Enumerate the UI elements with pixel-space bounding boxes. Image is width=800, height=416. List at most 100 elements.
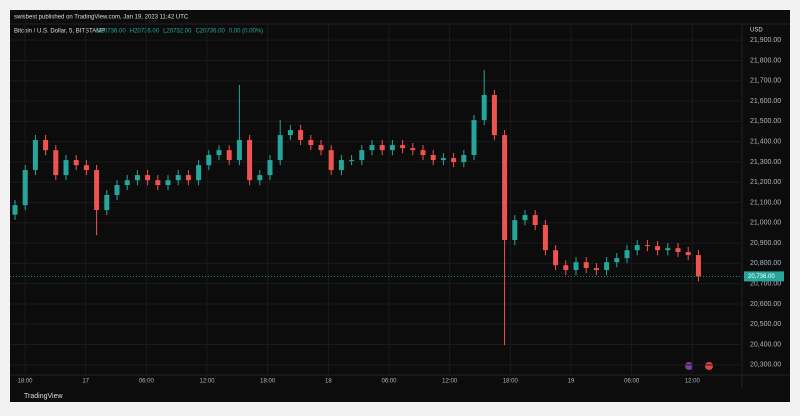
candle-body — [236, 139, 242, 161]
last-price-box — [744, 271, 784, 282]
x-tick-label: 18:00 — [260, 379, 276, 385]
candle-body — [196, 165, 202, 181]
candle-body — [400, 145, 406, 149]
y-tick-label: 21,800.00 — [750, 57, 781, 64]
candle-body — [634, 245, 640, 251]
footer: TradingView — [24, 393, 63, 400]
y-tick-label: 21,300.00 — [750, 159, 781, 166]
y-tick-label: 20,600.00 — [750, 301, 781, 308]
candle-body — [665, 248, 671, 251]
candle-body — [226, 150, 232, 161]
x-tick-label: 19 — [568, 379, 575, 385]
legend-value: 0.00 (0.00%) — [229, 29, 263, 35]
y-tick-label: 20,900.00 — [750, 240, 781, 247]
candle-body — [369, 145, 375, 151]
candle-body — [308, 139, 314, 146]
candle-body — [328, 150, 334, 171]
candle-body — [53, 150, 59, 176]
x-tick-label: 06:00 — [139, 379, 155, 385]
candle-body — [145, 175, 151, 181]
x-tick-label: 18:00 — [17, 379, 33, 385]
y-tick-label: 21,600.00 — [750, 98, 781, 105]
candle-body — [512, 220, 518, 241]
icon[interactable] — [705, 362, 713, 370]
y-tick-label: 21,100.00 — [750, 199, 781, 206]
candle-body — [624, 250, 630, 259]
candle-body — [685, 252, 691, 256]
candle-body — [461, 155, 467, 163]
y-tick-label: 20,400.00 — [750, 341, 781, 348]
candle-body — [481, 94, 487, 121]
candle-body — [338, 160, 344, 171]
candle-body — [247, 139, 253, 181]
candle-body — [532, 215, 538, 226]
last-price-label: 20,736.00 — [748, 274, 775, 280]
candle-body — [491, 94, 497, 136]
legend-value: O20736.00 — [96, 29, 126, 35]
x-tick-label: 12:00 — [685, 379, 701, 385]
chart-title: Bitcoin / U.S. Dollar, 5, BITSTAMP — [14, 29, 105, 35]
candle-body — [563, 265, 569, 271]
candle-body — [287, 130, 293, 136]
candle-body — [542, 225, 548, 251]
header: swisbest published on TradingView.com, J… — [14, 15, 189, 21]
candle-body — [155, 180, 161, 186]
candle-body — [583, 262, 589, 269]
candle-body — [43, 139, 49, 151]
candle-body — [604, 262, 610, 271]
candle-body — [451, 158, 457, 163]
y-tick-label: 20,300.00 — [750, 362, 781, 369]
y-tick-label: 21,900.00 — [750, 37, 781, 44]
candle-body — [104, 194, 110, 211]
candle-body — [440, 158, 446, 161]
x-tick-label: 06:00 — [381, 379, 397, 385]
candle-body — [73, 160, 79, 166]
candle-body — [553, 250, 559, 266]
candle-body — [502, 135, 508, 241]
y-tick-label: 21,700.00 — [750, 78, 781, 85]
legend-value: H20736.00 — [130, 29, 160, 35]
y-tick-label: 21,200.00 — [750, 179, 781, 186]
candle-body — [134, 175, 140, 181]
candle-body — [165, 180, 171, 186]
y-tick-label: 20,800.00 — [750, 260, 781, 267]
candle-body — [675, 248, 681, 253]
y-tick-label: 21,500.00 — [750, 118, 781, 125]
candle-body — [379, 145, 385, 151]
y-tick-label: 20,500.00 — [750, 321, 781, 328]
candle-body — [593, 268, 599, 271]
y-tick-label: 21,000.00 — [750, 220, 781, 227]
candle-body — [573, 262, 579, 271]
icon[interactable] — [685, 362, 693, 370]
candle-body — [522, 215, 528, 221]
candle-body — [420, 150, 426, 156]
candle-body — [63, 160, 69, 176]
x-tick-label: 12:00 — [442, 379, 458, 385]
candle-body — [175, 175, 181, 181]
candle-body — [389, 145, 395, 151]
candle-body — [206, 155, 212, 166]
legend-value: L20732.00 — [163, 29, 192, 35]
candle-body — [32, 139, 38, 171]
candle-body — [644, 245, 650, 247]
x-tick-label: 18 — [325, 379, 332, 385]
candle-body — [83, 165, 89, 171]
candle-body — [614, 258, 620, 263]
candle-body — [410, 148, 416, 151]
candle-body — [12, 205, 18, 215]
x-tick-label: 12:00 — [199, 379, 215, 385]
candle-body — [185, 175, 191, 181]
candle-body — [318, 145, 324, 151]
candle-body — [359, 150, 365, 161]
candle-body — [655, 246, 661, 251]
candle-body — [349, 160, 355, 162]
candle-body — [298, 130, 304, 140]
currency: USD — [750, 28, 763, 34]
candle-body — [216, 150, 222, 156]
candle-body — [267, 160, 273, 176]
y-tick-label: 21,400.00 — [750, 138, 781, 145]
candle-body — [94, 170, 100, 211]
candle-body — [277, 135, 283, 161]
